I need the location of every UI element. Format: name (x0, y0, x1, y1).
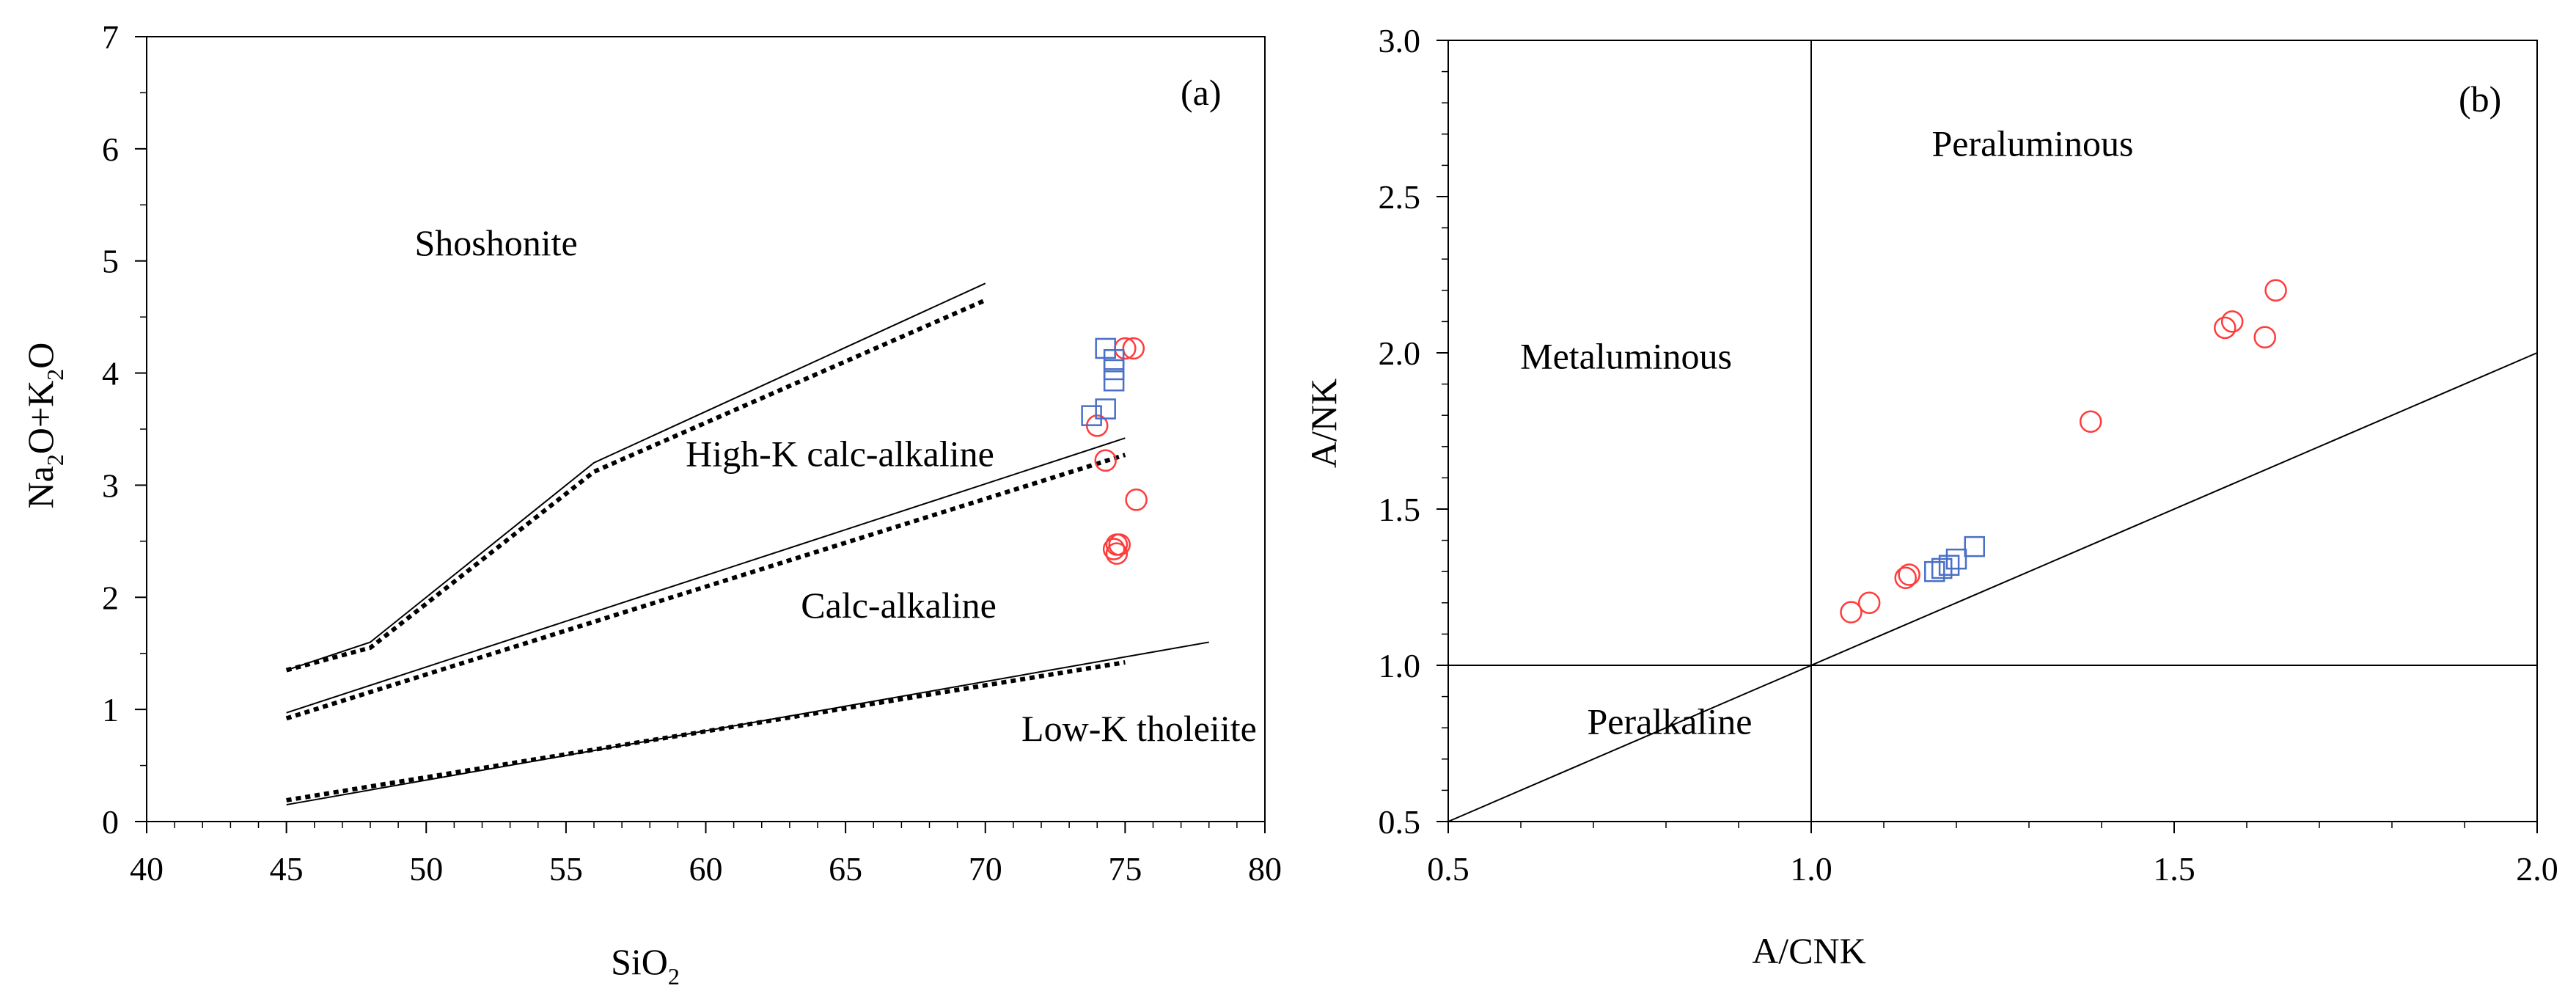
y-axis-label: A/NK (1303, 379, 1344, 468)
data-point-circle (1125, 489, 1148, 511)
x-tick-label: 40 (130, 850, 164, 888)
x-tick-label: 1.0 (1790, 850, 1832, 888)
data-point-circle (2253, 326, 2276, 348)
y-axis-label-part: 2 (42, 369, 68, 381)
x-tick-label: 2.0 (2516, 850, 2558, 888)
data-point-circle (1094, 449, 1117, 472)
region-label: High-K calc-alkaline (686, 433, 994, 474)
y-tick-label: 1.5 (1379, 491, 1421, 528)
y-axis-label-part: 2 (42, 454, 68, 466)
chart-panel-b: 0.5 1.0 1.5 2.0 0.5 1.0 1.5 2.0 2.5 3.0 Peralumin… (1303, 22, 2558, 971)
boundary-lines (285, 282, 1209, 806)
data-point-circle (2079, 410, 2102, 433)
x-axis-label: SiO2 (611, 941, 680, 990)
dotted-boundary-line (286, 659, 1126, 802)
panel-label: (a) (1181, 72, 1222, 113)
data-points (1081, 337, 1148, 565)
data-point-circle (1857, 591, 1881, 615)
region-label: Metaluminous (1520, 335, 1732, 376)
solid-boundary-line (286, 282, 986, 671)
boundary-lines (1447, 40, 2538, 822)
region-label: Peralkaline (1587, 701, 1752, 742)
dotted-boundary-line (285, 453, 1126, 721)
x-tick-label: 75 (1108, 850, 1142, 888)
axes: 0.5 1.0 1.5 2.0 0.5 1.0 1.5 2.0 2.5 3.0 (1379, 22, 2558, 888)
data-point-square (1945, 548, 1967, 570)
y-tick-label: 7 (102, 18, 119, 56)
region-labels: Shoshonite High-K calc-alkaline Calc-alkal… (414, 222, 1256, 749)
y-tick-label: 3.0 (1379, 22, 1421, 59)
x-tick-label: 70 (969, 850, 1002, 888)
region-label: Peraluminous (1931, 123, 2133, 164)
y-tick-label: 1.0 (1379, 647, 1421, 684)
data-point-square (1103, 348, 1125, 370)
region-label: Low-K tholeiite (1021, 708, 1257, 749)
x-axis-label-main: SiO (611, 941, 668, 982)
x-axis-label-sub: 2 (668, 963, 680, 990)
data-point-square (1081, 405, 1102, 426)
plot-frame (1447, 40, 2538, 822)
data-point-circle (1894, 566, 1917, 589)
dotted-boundary-line (285, 298, 986, 673)
data-point-square (1938, 555, 1960, 576)
data-point-square (1095, 398, 1116, 420)
data-point-square (1103, 370, 1125, 392)
x-tick-label: 0.5 (1427, 850, 1469, 888)
y-axis-label-part: O+K (20, 381, 61, 454)
x-tick-label: 60 (689, 850, 723, 888)
y-tick-label: 0.5 (1379, 803, 1421, 841)
data-point-circle (1840, 601, 1863, 623)
x-tick-label: 1.5 (2153, 850, 2195, 888)
x-tick-label: 55 (549, 850, 583, 888)
data-point-square (1964, 535, 1985, 557)
solid-boundary-line (1447, 352, 2538, 822)
x-tick-label: 50 (409, 850, 443, 888)
y-tick-label: 4 (102, 355, 119, 392)
x-tick-label: 65 (829, 850, 862, 888)
y-axis-label: Na2O+K2O (20, 343, 68, 509)
data-point-circle (1122, 337, 1145, 360)
data-points (1840, 279, 2287, 623)
y-tick-label: 6 (102, 131, 119, 168)
solid-boundary-line (286, 437, 1126, 714)
data-point-circle (1102, 538, 1126, 560)
data-point-circle (1898, 563, 1920, 586)
region-label: Shoshonite (414, 222, 577, 263)
data-point-circle (2220, 310, 2244, 333)
region-label: Calc-alkaline (801, 585, 997, 626)
y-tick-label: 0 (102, 803, 119, 841)
y-axis-label-part: O (20, 343, 61, 369)
region-labels: Peraluminous Metaluminous Peralkaline (1520, 123, 2133, 742)
panel-label: (b) (2459, 78, 2501, 120)
x-tick-label: 45 (270, 850, 304, 888)
data-point-square (1924, 560, 1945, 582)
data-point-circle (1108, 533, 1131, 556)
y-tick-label: 2.5 (1379, 178, 1421, 216)
data-point-circle (2214, 316, 2236, 340)
y-tick-label: 2 (102, 579, 119, 616)
x-tick-label: 80 (1248, 850, 1282, 888)
data-point-square (1095, 337, 1116, 359)
data-point-circle (2264, 279, 2287, 302)
x-axis-label: A/CNK (1752, 930, 1866, 971)
y-axis-label-part: Na (20, 466, 61, 508)
y-tick-label: 2.0 (1379, 334, 1421, 372)
y-tick-label: 3 (102, 467, 119, 504)
y-tick-label: 5 (102, 243, 119, 280)
data-point-circle (1105, 542, 1129, 565)
y-tick-label: 1 (102, 691, 119, 728)
